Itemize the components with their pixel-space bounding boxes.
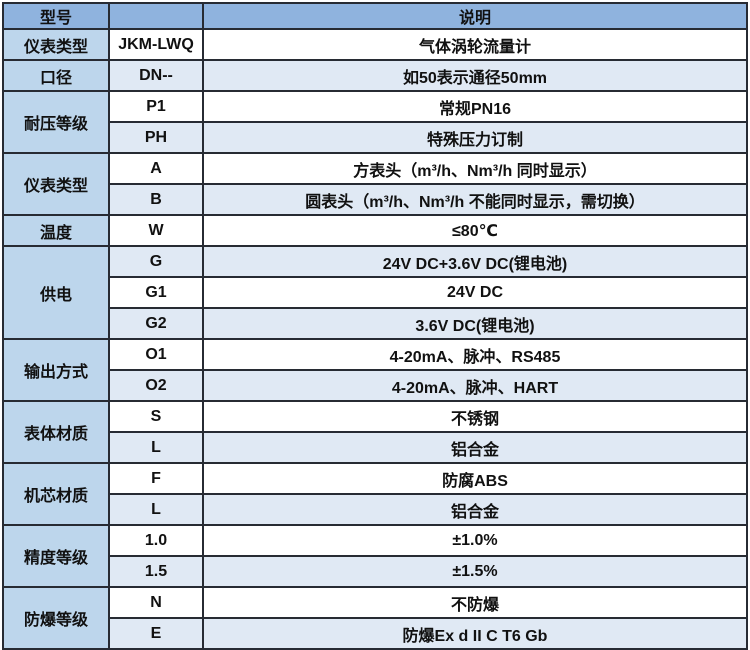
table-row: 温度 W ≤80℃ [2,214,748,247]
table-row: 耐压等级 P1 常规PN16 [2,90,748,154]
category-cell: 表体材质 [2,400,110,464]
desc-cell: 方表头（m³/h、Nm³/h 同时显示） [202,152,748,185]
category-cell: 仪表类型 [2,28,110,61]
code-cell: 1.5 [108,555,204,588]
code-cell: L [108,493,204,526]
table-row: B 圆表头（m³/h、Nm³/h 不能同时显示，需切换） [3,183,748,216]
table-row: 1.5 ±1.5% [3,555,748,588]
desc-cell: 铝合金 [202,493,748,526]
desc-cell: 常规PN16 [202,90,748,123]
code-cell: DN-- [108,59,204,92]
desc-cell: 气体涡轮流量计 [202,28,748,61]
table-row: 表体材质 S 不锈钢 [2,400,748,464]
code-cell: G1 [108,276,204,309]
table-row: 供电 G 24V DC+3.6V DC(锂电池) [2,245,748,340]
desc-cell: 铝合金 [202,431,748,464]
code-cell: W [108,214,204,247]
table-row: 机芯材质 F 防腐ABS [2,462,748,526]
desc-cell: 3.6V DC(锂电池) [202,307,748,340]
code-cell: F [108,462,204,495]
code-cell: S [108,400,204,433]
table-row: 仪表类型 JKM-LWQ 气体涡轮流量计 [2,28,748,61]
desc-cell: ±1.0% [202,524,748,557]
code-cell: P1 [108,90,204,123]
code-cell: O1 [108,338,204,371]
desc-cell: 特殊压力订制 [202,121,748,154]
table-row: 防爆等级 N 不防爆 [2,586,748,650]
desc-cell: 不防爆 [202,586,748,619]
table-row: L 铝合金 [3,431,748,464]
code-cell: E [108,617,204,650]
header-row: 型号 说明 [2,2,748,30]
category-cell: 精度等级 [2,524,110,588]
desc-cell: 防爆Ex d II C T6 Gb [202,617,748,650]
category-cell: 耐压等级 [2,90,110,154]
table-row: 精度等级 1.0 ±1.0% [2,524,748,588]
code-cell: G2 [108,307,204,340]
desc-cell: ±1.5% [202,555,748,588]
category-cell: 仪表类型 [2,152,110,216]
table-row: 输出方式 O1 4-20mA、脉冲、RS485 [2,338,748,402]
category-cell: 防爆等级 [2,586,110,650]
code-cell: A [108,152,204,185]
table-row: G2 3.6V DC(锂电池) [3,307,748,340]
table-row: PH 特殊压力订制 [3,121,748,154]
code-cell: O2 [108,369,204,402]
code-cell: JKM-LWQ [108,28,204,61]
table-row: E 防爆Ex d II C T6 Gb [3,617,748,650]
code-cell: B [108,183,204,216]
code-cell: G [108,245,204,278]
category-cell: 温度 [2,214,110,247]
code-cell: PH [108,121,204,154]
desc-cell: 不锈钢 [202,400,748,433]
desc-cell: 4-20mA、脉冲、HART [202,369,748,402]
table-row: L 铝合金 [3,493,748,526]
code-cell: N [108,586,204,619]
desc-cell: 防腐ABS [202,462,748,495]
header-blank-cell [108,2,204,30]
desc-cell: 圆表头（m³/h、Nm³/h 不能同时显示，需切换） [202,183,748,216]
table-row: O2 4-20mA、脉冲、HART [3,369,748,402]
header-model-cell: 型号 [2,2,110,30]
code-cell: L [108,431,204,464]
category-cell: 供电 [2,245,110,340]
header-description-cell: 说明 [202,2,748,30]
desc-cell: 24V DC+3.6V DC(锂电池) [202,245,748,278]
category-cell: 口径 [2,59,110,92]
table-row: 仪表类型 A 方表头（m³/h、Nm³/h 同时显示） [2,152,748,216]
category-cell: 输出方式 [2,338,110,402]
table-row: G1 24V DC [3,276,748,309]
desc-cell: 4-20mA、脉冲、RS485 [202,338,748,371]
table-row: 口径 DN-- 如50表示通径50mm [2,59,748,92]
desc-cell: ≤80℃ [202,214,748,247]
desc-cell: 24V DC [202,276,748,309]
category-cell: 机芯材质 [2,462,110,526]
code-cell: 1.0 [108,524,204,557]
desc-cell: 如50表示通径50mm [202,59,748,92]
